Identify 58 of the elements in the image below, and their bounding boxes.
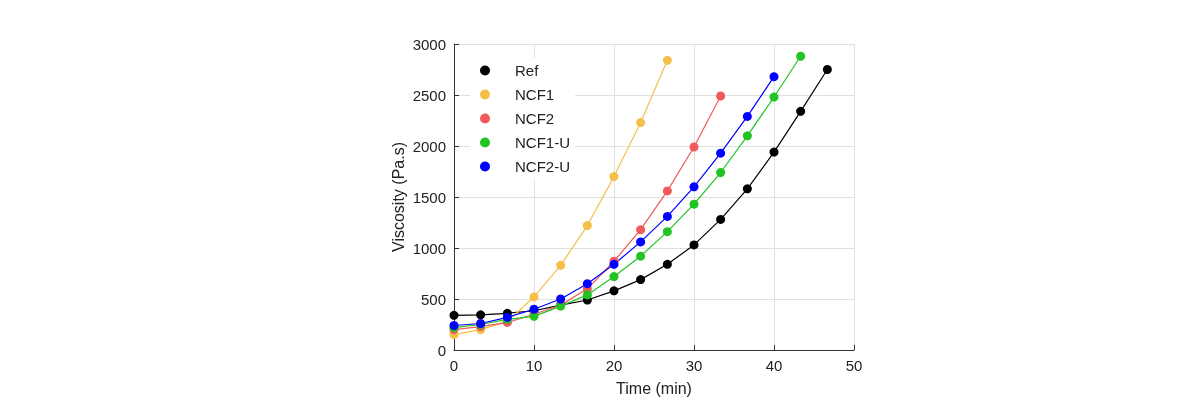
point [689, 199, 699, 209]
x-tick-label: 40 [765, 357, 783, 374]
point [556, 260, 566, 270]
legend-label: Ref [515, 62, 540, 79]
point [716, 214, 726, 224]
y-tick-label: 0 [437, 341, 446, 359]
point [716, 91, 726, 101]
point [742, 184, 752, 194]
legend-label: NCF2-U [515, 158, 570, 175]
point [769, 72, 779, 82]
point [476, 310, 486, 320]
point [769, 92, 779, 102]
point [796, 51, 806, 61]
point [822, 65, 832, 74]
point [636, 237, 646, 247]
point [662, 227, 672, 237]
point [769, 147, 779, 157]
y-axis-title: Viscosity (Pa.s) [389, 142, 407, 252]
point [609, 286, 619, 296]
point [449, 310, 459, 320]
point [609, 272, 619, 282]
y-tick-label: 2000 [412, 137, 446, 155]
x-tick-label: 20 [605, 357, 623, 374]
y-tick-label: 2500 [412, 86, 446, 104]
x-tick-label: 0 [449, 357, 459, 374]
legend-label: NCF2 [515, 110, 555, 127]
point [662, 186, 672, 196]
legend-label: NCF1 [515, 86, 555, 103]
point [796, 106, 806, 116]
point [716, 168, 726, 178]
x-axis-title: Time (min) [616, 379, 692, 397]
point [742, 131, 752, 141]
point [636, 251, 646, 261]
point [636, 225, 646, 235]
point [689, 142, 699, 152]
x-tick-label: 10 [525, 357, 543, 374]
point [689, 182, 699, 192]
point [582, 279, 592, 289]
point [662, 55, 672, 65]
legend-label: NCF1-U [515, 134, 570, 151]
x-tick-label: 50 [845, 357, 863, 374]
point [529, 292, 539, 302]
x-tick-label: 30 [685, 357, 703, 374]
point [716, 148, 726, 158]
point [636, 118, 646, 128]
point [662, 259, 672, 269]
point [609, 172, 619, 182]
y-tick-label: 1000 [412, 239, 446, 257]
y-tick-label: 500 [420, 290, 446, 308]
point [689, 240, 699, 250]
point [742, 111, 752, 121]
point [636, 275, 646, 285]
y-tick-label: 1500 [412, 188, 446, 206]
point [582, 290, 592, 300]
point [582, 221, 592, 231]
point [556, 294, 566, 304]
point [662, 211, 672, 221]
y-tick-label: 3000 [412, 35, 446, 53]
